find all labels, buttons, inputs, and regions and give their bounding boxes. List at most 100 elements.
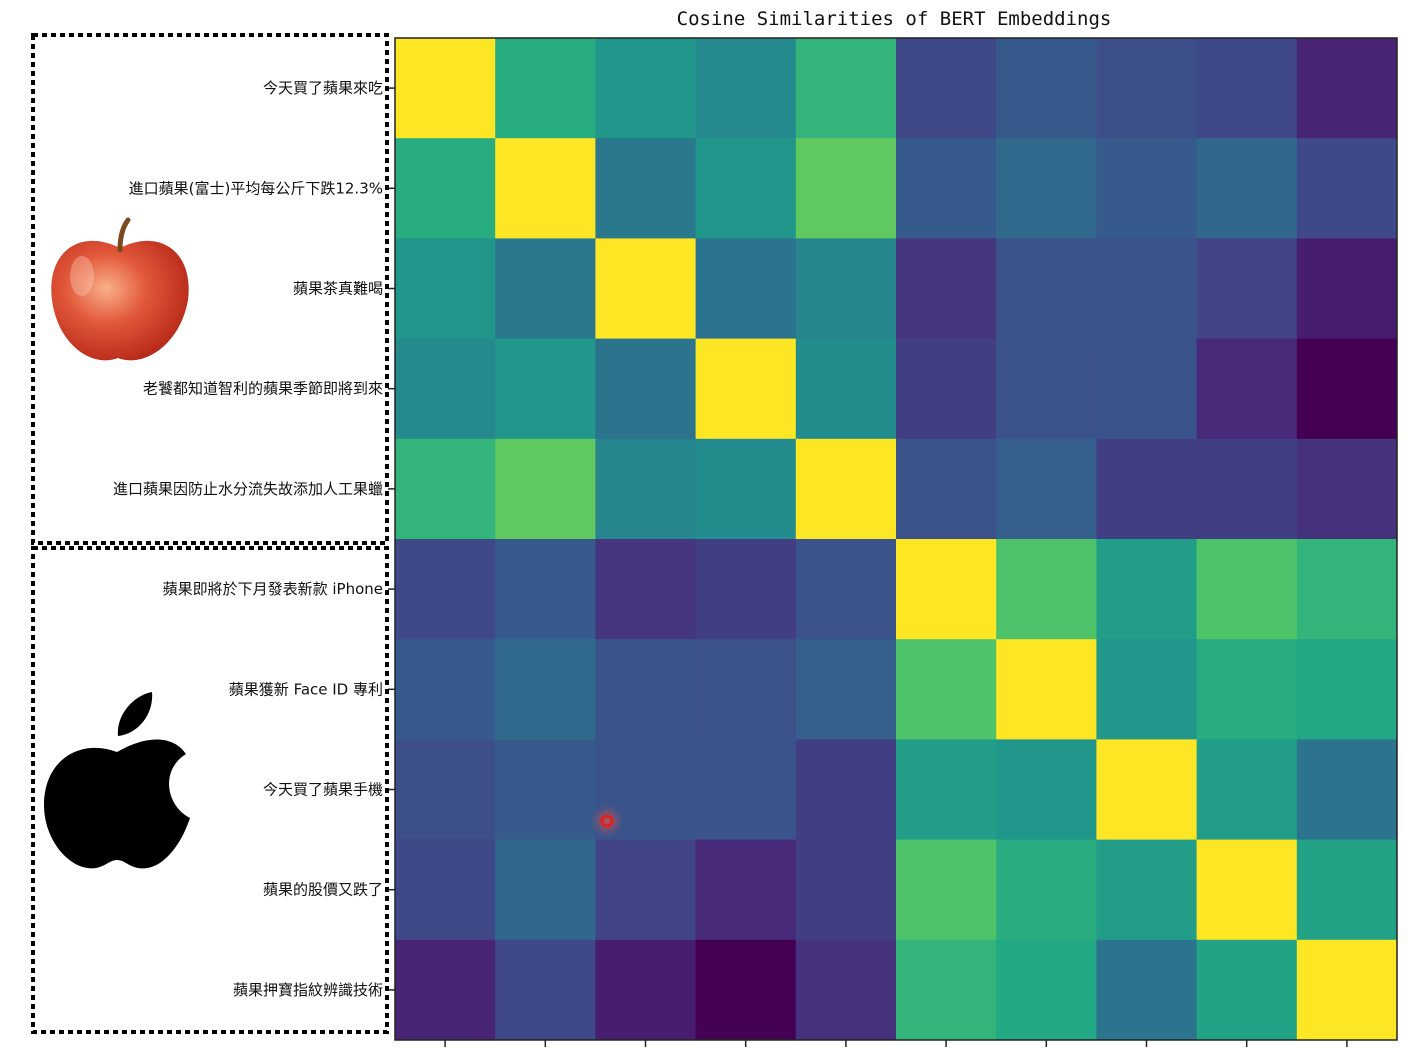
heatmap-cell-r2-c0 — [395, 238, 496, 340]
heatmap-cell-r6-c4 — [795, 639, 897, 740]
red-apple-icon — [51, 217, 189, 361]
heatmap-cell-r9-c5 — [896, 939, 997, 1041]
row-label-4: 進口蘋果因防止水分流失故添加人工果蠟 — [113, 480, 383, 498]
heatmap-cell-r3-c5 — [896, 338, 997, 440]
heatmap-cell-r6-c8 — [1196, 639, 1298, 740]
heatmap-cell-r7-c7 — [1096, 739, 1198, 841]
row-ticks — [388, 87, 395, 991]
row-label-5: 蘋果即將於下月發表新款 iPhone — [163, 580, 383, 598]
heatmap-cell-r1-c5 — [896, 138, 997, 239]
heatmap-cell-r8-c7 — [1096, 839, 1198, 941]
heatmap-cell-r4-c4 — [795, 438, 897, 540]
heatmap-cell-r7-c6 — [996, 739, 1097, 841]
heatmap-cell-r5-c9 — [1296, 539, 1398, 640]
heatmap-cell-r4-c9 — [1296, 438, 1398, 540]
fruit-group-frame — [31, 33, 389, 545]
heatmap-cell-r5-c2 — [595, 539, 697, 640]
heatmap-cell-r3-c6 — [996, 338, 1097, 440]
heatmap-cell-r1-c1 — [495, 138, 596, 239]
heatmap-cell-r0-c3 — [695, 38, 797, 139]
heatmap-cell-r8-c0 — [395, 839, 496, 941]
heatmap-cell-r4-c2 — [595, 438, 697, 540]
heatmap-cell-r0-c2 — [595, 38, 697, 139]
heatmap-cell-r4-c6 — [996, 438, 1097, 540]
heatmap-cell-r5-c7 — [1096, 539, 1198, 640]
heatmap-cell-r6-c1 — [495, 639, 596, 740]
heatmap-cell-r0-c7 — [1096, 38, 1198, 139]
heatmap-cell-r6-c0 — [395, 639, 496, 740]
heatmap-cell-r0-c0 — [395, 38, 496, 139]
heatmap-cell-r2-c5 — [896, 238, 997, 340]
heatmap-cell-r3-c4 — [795, 338, 897, 440]
heatmap-cell-r2-c8 — [1196, 238, 1298, 340]
heatmap-cell-r8-c8 — [1196, 839, 1298, 941]
heatmap-cell-r7-c1 — [495, 739, 596, 841]
cursor-indicator — [591, 805, 623, 837]
column-ticks — [444, 1040, 1348, 1047]
heatmap-cell-r1-c4 — [795, 138, 897, 239]
heatmap-cell-r7-c3 — [695, 739, 797, 841]
heatmap-cell-r4-c5 — [896, 438, 997, 540]
heatmap-cell-r0-c4 — [795, 38, 897, 139]
heatmap-cell-r2-c1 — [495, 238, 596, 340]
heatmap-cell-r9-c9 — [1296, 939, 1398, 1041]
heatmap-cell-r7-c9 — [1296, 739, 1398, 841]
heatmap-cell-r4-c1 — [495, 438, 596, 540]
row-label-6: 蘋果獲新 Face ID 專利 — [229, 680, 383, 698]
heatmap-cell-r6-c2 — [595, 639, 697, 740]
heatmap-cell-r9-c0 — [395, 939, 496, 1041]
heatmap-cell-r9-c4 — [795, 939, 897, 1041]
heatmap-cell-r1-c0 — [395, 138, 496, 239]
heatmap-cell-r5-c1 — [495, 539, 596, 640]
heatmap-cell-r1-c2 — [595, 138, 697, 239]
heatmap-cell-r6-c9 — [1296, 639, 1398, 740]
heatmap-cell-r2-c2 — [595, 238, 697, 340]
heatmap-cell-r9-c2 — [595, 939, 697, 1041]
heatmap-cell-r7-c8 — [1196, 739, 1298, 841]
heatmap-cell-r1-c3 — [695, 138, 797, 239]
heatmap-cell-r9-c1 — [495, 939, 596, 1041]
heatmap-cell-r1-c6 — [996, 138, 1097, 239]
heatmap-cell-r8-c1 — [495, 839, 596, 941]
heatmap-cell-r0-c8 — [1196, 38, 1298, 139]
row-label-3: 老饕都知道智利的蘋果季節即將到來 — [143, 380, 383, 398]
heatmap-cell-r1-c7 — [1096, 138, 1198, 239]
heatmap-cell-r9-c8 — [1196, 939, 1298, 1041]
row-label-2: 蘋果茶真難喝 — [293, 280, 383, 298]
apple-logo-icon — [44, 692, 190, 869]
heatmap-cell-r3-c7 — [1096, 338, 1198, 440]
chart-title: Cosine Similarities of BERT Embeddings — [677, 8, 1112, 30]
heatmap-cells — [395, 38, 1398, 1041]
heatmap-cell-r3-c3 — [695, 338, 797, 440]
heatmap-cell-r4-c7 — [1096, 438, 1198, 540]
heatmap-cell-r2-c3 — [695, 238, 797, 340]
heatmap-cell-r5-c6 — [996, 539, 1097, 640]
heatmap-cell-r3-c1 — [495, 338, 596, 440]
heatmap-cell-r6-c7 — [1096, 639, 1198, 740]
heatmap-cell-r3-c0 — [395, 338, 496, 440]
heatmap-cell-r5-c8 — [1196, 539, 1298, 640]
heatmap-cell-r2-c7 — [1096, 238, 1198, 340]
row-label-1: 進口蘋果(富士)平均每公斤下跌12.3% — [129, 179, 383, 197]
heatmap-cell-r1-c9 — [1296, 138, 1398, 239]
heatmap-cell-r2-c4 — [795, 238, 897, 340]
heatmap-cell-r9-c6 — [996, 939, 1097, 1041]
heatmap-cell-r8-c4 — [795, 839, 897, 941]
heatmap-cell-r8-c9 — [1296, 839, 1398, 941]
heatmap-cell-r8-c2 — [595, 839, 697, 941]
heatmap-cell-r6-c3 — [695, 639, 797, 740]
heatmap-cell-r6-c6 — [996, 639, 1097, 740]
heatmap-cell-r2-c6 — [996, 238, 1097, 340]
heatmap-cell-r4-c3 — [695, 438, 797, 540]
row-label-7: 今天買了蘋果手機 — [263, 781, 383, 799]
row-label-0: 今天買了蘋果來吃 — [263, 79, 383, 97]
heatmap-cell-r0-c6 — [996, 38, 1097, 139]
heatmap-cell-r9-c7 — [1096, 939, 1198, 1041]
heatmap-cell-r7-c4 — [795, 739, 897, 841]
heatmap-cell-r8-c6 — [996, 839, 1097, 941]
heatmap-cell-r4-c8 — [1196, 438, 1298, 540]
heatmap-cell-r4-c0 — [395, 438, 496, 540]
heatmap-cell-r0-c9 — [1296, 38, 1398, 139]
heatmap-cell-r0-c1 — [495, 38, 596, 139]
